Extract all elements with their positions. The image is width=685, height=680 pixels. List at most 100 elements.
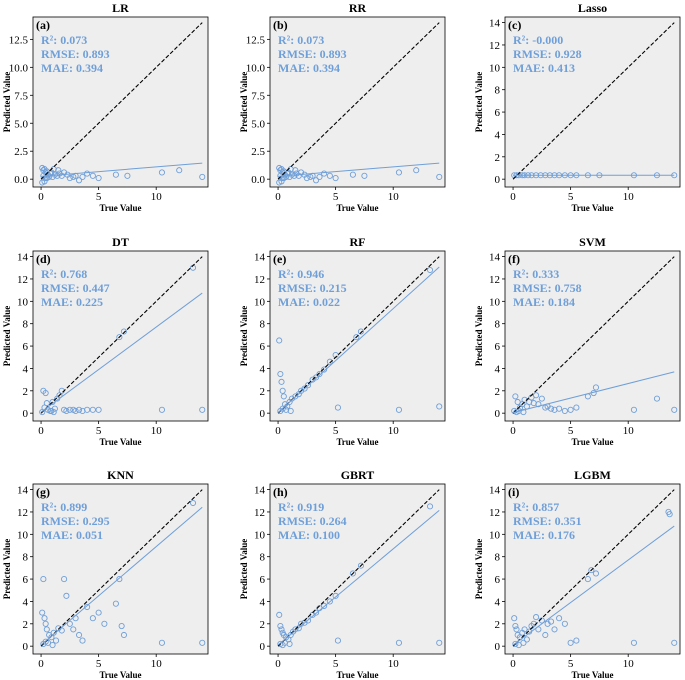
data-point [523, 636, 530, 643]
y-tick-label: 6 [23, 574, 29, 586]
data-point [556, 615, 563, 622]
data-point [567, 639, 574, 646]
y-tick-label: 2 [260, 386, 266, 398]
y-tick-label: 4 [23, 596, 29, 608]
data-layer [39, 256, 206, 416]
data-point [326, 598, 333, 605]
data-point [548, 405, 555, 412]
data-point [287, 407, 294, 414]
panel-lgbm: LGBM (i) 0 5 10 0 2 4 6 8 10 12 14 True Value Predicte… [474, 468, 681, 680]
y-tick-label: 0 [495, 174, 501, 186]
data-point [538, 395, 545, 402]
data-point [278, 378, 285, 385]
data-point [95, 406, 102, 413]
y-tick-label: 12 [254, 274, 265, 286]
data-point [42, 389, 49, 397]
panel-title: RF [350, 235, 366, 249]
y-tick-label: 8 [260, 552, 266, 564]
stat-mae: MAE: 0.184 [513, 295, 575, 309]
panel-label: (i) [508, 485, 519, 499]
data-point [511, 615, 518, 622]
y-tick-label: 2 [260, 619, 266, 631]
data-point [84, 406, 91, 413]
data-point [43, 400, 50, 407]
data-point [332, 175, 339, 182]
x-tick-label: 10 [388, 191, 400, 203]
y-axis-label: Predicted Value [474, 539, 484, 600]
fit-line [41, 162, 203, 177]
data-point [72, 407, 79, 414]
data-point [101, 620, 108, 627]
y-tick-label: 8 [23, 552, 29, 564]
x-tick-label: 5 [568, 191, 574, 203]
y-tick-label: 2 [23, 619, 29, 631]
stat-r2: R²: 0.899 [41, 500, 87, 514]
data-point [349, 171, 356, 178]
y-axis-label: Predicted Value [2, 539, 12, 600]
y-tick-label: 12 [489, 40, 500, 52]
data-point [573, 404, 580, 411]
data-point [395, 639, 402, 646]
y-tick-label: 2.5 [251, 146, 265, 158]
data-point [520, 409, 527, 416]
data-point [116, 334, 123, 341]
identity-line [512, 256, 675, 414]
y-tick-label: 4 [260, 596, 266, 608]
identity-line [277, 22, 440, 180]
data-point [112, 600, 119, 607]
data-point [84, 170, 91, 177]
data-point [158, 406, 165, 413]
panel-knn: KNN (g) 0 5 10 0 2 4 6 8 10 12 14 True Value Predicted… [2, 468, 209, 680]
y-tick-label: 4 [23, 363, 29, 375]
data-point [116, 576, 123, 583]
y-tick-label: 5.0 [251, 118, 265, 130]
y-tick-label: 8 [260, 319, 266, 331]
data-point [316, 173, 323, 180]
x-tick-label: 0 [38, 191, 44, 203]
data-point [52, 637, 60, 644]
data-point [89, 615, 96, 622]
y-tick-label: 2 [495, 619, 501, 631]
panel-label: (b) [273, 18, 288, 32]
data-point [326, 358, 333, 365]
stat-r2: R²: 0.768 [41, 267, 87, 281]
x-tick-label: 10 [388, 658, 400, 670]
panel-lasso: Lasso (c) 0 5 10 0 2 4 6 8 10 12 14 True Value Predict… [474, 1, 681, 213]
y-tick-label: 8 [495, 552, 501, 564]
y-tick-label: 0 [260, 408, 266, 420]
data-point [279, 175, 286, 182]
x-axis-label: True Value [336, 437, 378, 447]
data-point [303, 175, 310, 182]
stat-r2: R²: 0.946 [278, 267, 324, 281]
data-point [50, 629, 57, 636]
data-point [158, 169, 165, 176]
stat-rmse: RMSE: 0.264 [278, 514, 347, 528]
panel-lr: LR (a) 0 5 10 0.0 2.5 5.0 7.5 10.0 12.5 True Value P… [2, 1, 209, 213]
data-point [301, 385, 308, 392]
x-tick-label: 0 [510, 658, 516, 670]
stat-rmse: RMSE: 0.447 [41, 281, 110, 295]
y-tick-label: 10 [489, 296, 501, 308]
data-point [199, 639, 206, 646]
data-point [426, 266, 434, 274]
panel-label: (f) [508, 252, 520, 266]
y-tick-label: 0.0 [251, 174, 265, 186]
y-tick-label: 12 [17, 274, 28, 286]
data-point [120, 328, 128, 335]
y-tick-label: 0 [260, 641, 266, 653]
panel-gbrt: GBRT (h) 0 5 10 0 2 4 6 8 10 12 14 True Value Predicte… [239, 468, 446, 680]
data-point [61, 576, 68, 583]
panel-rf: RF (e) 0 5 10 0 2 4 6 8 10 12 14 True Value Predicted … [239, 235, 446, 447]
y-axis-label: Predicted Value [239, 306, 249, 367]
data-point [95, 609, 102, 616]
panel-title: GBRT [341, 468, 375, 482]
y-tick-label: 14 [254, 252, 266, 264]
data-point [76, 177, 83, 184]
data-point [592, 384, 600, 391]
stat-rmse: RMSE: 0.893 [278, 47, 347, 61]
data-point [671, 406, 678, 413]
x-tick-label: 10 [623, 191, 635, 203]
data-point [512, 640, 519, 647]
data-point [63, 592, 70, 599]
data-point [277, 622, 284, 630]
